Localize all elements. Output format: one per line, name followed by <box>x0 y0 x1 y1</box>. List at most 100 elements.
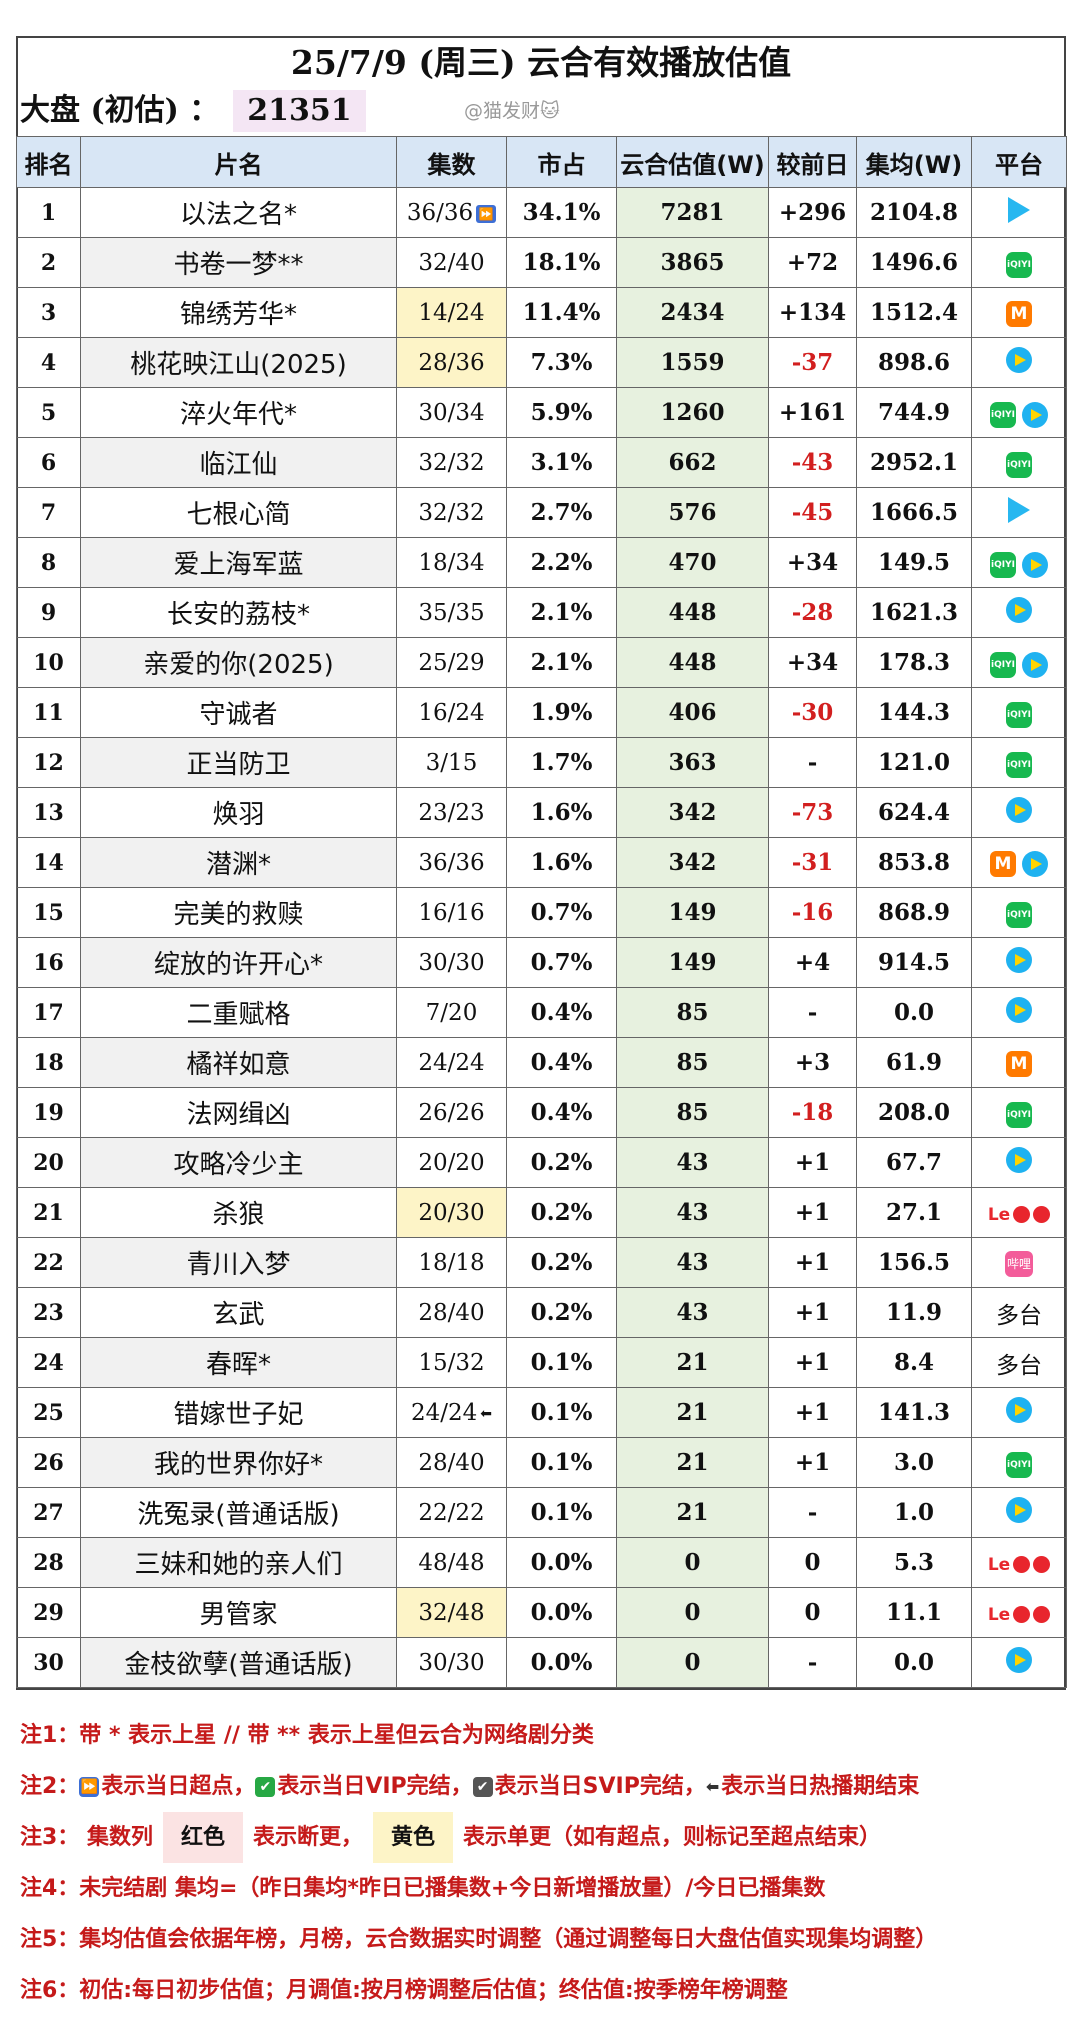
episodes-cell: 20/20 <box>396 1137 507 1188</box>
multi-platform-label: 多台 <box>996 1352 1042 1379</box>
platform-cell: 哔哩 <box>971 1237 1067 1288</box>
platform-cell: iQIYI <box>971 437 1067 488</box>
youku-icon <box>1022 652 1048 678</box>
title-cell: 完美的救赎 <box>80 887 397 938</box>
platform-icons: Le <box>988 1555 1051 1575</box>
share-cell: 1.7% <box>506 737 617 788</box>
rank-cell: 9 <box>16 587 81 638</box>
platform-cell: Le <box>971 1587 1067 1638</box>
platform-cell: Le <box>971 1537 1067 1588</box>
title-cell: 杀狼 <box>80 1187 397 1238</box>
episode-average-cell: 61.9 <box>856 1037 972 1088</box>
watermark: @猫发财🐱 <box>464 100 560 122</box>
share-cell: 0.4% <box>506 987 617 1038</box>
episode-average-cell: 1496.6 <box>856 237 972 288</box>
episodes-cell: 28/40 <box>396 1287 507 1338</box>
platform-cell <box>971 987 1067 1038</box>
share-cell: 1.6% <box>506 787 617 838</box>
table-row: 20 攻略冷少主 20/20 0.2% 43 +1 67.7 <box>16 1137 1067 1188</box>
table-row: 14 潜渊* 36/36 1.6% 342 -31 853.8 M <box>16 837 1067 888</box>
rank-cell: 22 <box>16 1237 81 1288</box>
iqiyi-icon: iQIYI <box>990 652 1016 678</box>
episodes-cell: 36/36 ⏩ <box>396 187 507 238</box>
episode-average-cell: 0.0 <box>856 987 972 1038</box>
episode-average-cell: 8.4 <box>856 1337 972 1388</box>
platform-icons <box>1006 796 1032 823</box>
platform-dot-icon <box>1033 1606 1051 1623</box>
episode-average-cell: 156.5 <box>856 1237 972 1288</box>
rank-cell: 17 <box>16 987 81 1038</box>
title-cell: 以法之名* <box>80 187 397 238</box>
table-row: 5 淬火年代* 30/34 5.9% 1260 +161 744.9 iQIYI <box>16 387 1067 438</box>
table-row: 30 金枝欲孽(普通话版) 30/30 0.0% 0-0.0 <box>16 1637 1067 1688</box>
platform-cell <box>971 1387 1067 1438</box>
table-row: 15 完美的救赎 16/16 0.7% 149 -16 868.9 iQIYI <box>16 887 1067 938</box>
episode-average-cell: 868.9 <box>856 887 972 938</box>
estimate-cell: 85 <box>616 1037 769 1088</box>
title-cell: 玄武 <box>80 1287 397 1338</box>
youku-icon <box>1006 596 1032 623</box>
share-cell: 0.1% <box>506 1387 617 1438</box>
share-cell: 0.2% <box>506 1287 617 1338</box>
mango-tv-icon: M <box>1006 1050 1032 1077</box>
rank-cell: 6 <box>16 437 81 488</box>
episode-average-cell: 1.0 <box>856 1487 972 1538</box>
episodes-cell: 16/16 <box>396 887 507 938</box>
title-cell: 爱上海军蓝 <box>80 537 397 588</box>
platform-cell <box>971 1137 1067 1188</box>
platform-cell: 多台 <box>971 1287 1067 1338</box>
share-cell: 3.1% <box>506 437 617 488</box>
estimate-cell: 342 <box>616 787 769 838</box>
estimate-cell: 363 <box>616 737 769 788</box>
tencent-video-icon <box>1008 196 1030 223</box>
table-row: 16 绽放的许开心* 30/30 0.7% 149 +4 914.5 <box>16 937 1067 988</box>
table-row: 19 法网缉凶 26/26 0.4% 85 -18 208.0 iQIYI <box>16 1087 1067 1138</box>
platform-dot-icon <box>1033 1206 1051 1223</box>
platform-icons <box>1006 1396 1032 1423</box>
estimate-cell: 43 <box>616 1187 769 1238</box>
column-header: 平台 <box>971 136 1067 188</box>
note-3-label: 注3： 集数列 <box>20 1825 153 1850</box>
estimate-cell: 406 <box>616 687 769 738</box>
iqiyi-icon: iQIYI <box>1006 902 1032 928</box>
platform-icons: iQIYI <box>1006 1102 1032 1128</box>
rank-cell: 12 <box>16 737 81 788</box>
platform-cell: iQIYI <box>971 387 1067 438</box>
market-total-label: 大盘 (初估) ： <box>20 93 220 128</box>
youku-icon <box>1006 996 1032 1023</box>
note-1: 注1：带 * 表示上星 // 带 ** 表示上星但云合为网络剧分类 <box>20 1723 594 1748</box>
rank-cell: 11 <box>16 687 81 738</box>
note-2-d: 表示当日热播期结束 <box>721 1774 920 1799</box>
title-cell: 七根心简 <box>80 487 397 538</box>
rank-cell: 21 <box>16 1187 81 1238</box>
share-cell: 0.1% <box>506 1487 617 1538</box>
table-row: 9 长安的荔枝* 35/35 2.1% 448 -28 1621.3 <box>16 587 1067 638</box>
rank-cell: 26 <box>16 1437 81 1488</box>
platform-icons: M <box>990 850 1048 877</box>
youku-icon <box>1022 402 1048 428</box>
episodes-cell: 36/36 <box>396 837 507 888</box>
share-cell: 2.7% <box>506 487 617 538</box>
estimate-cell: 1260 <box>616 387 769 438</box>
platform-dot-icon <box>1033 1556 1051 1573</box>
superpoint-icon: ⏩ <box>79 1777 100 1797</box>
youku-icon <box>1006 1496 1032 1523</box>
note-3-mid: 表示断更， <box>252 1825 363 1850</box>
change-cell: +134 <box>768 287 857 338</box>
share-cell: 18.1% <box>506 237 617 288</box>
platform-icons <box>1006 996 1032 1023</box>
rank-cell: 16 <box>16 937 81 988</box>
rank-cell: 15 <box>16 887 81 938</box>
platform-cell <box>971 1637 1067 1688</box>
change-cell: +1 <box>768 1437 857 1488</box>
platform-icons: iQIYI <box>1006 1452 1032 1478</box>
table-row: 17 二重赋格 7/20 0.4% 85-0.0 <box>16 987 1067 1038</box>
episodes-cell: 22/22 <box>396 1487 507 1538</box>
title-cell: 桃花映江山(2025) <box>80 337 397 388</box>
platform-cell <box>971 1487 1067 1538</box>
change-cell: +296 <box>768 187 857 238</box>
platform-cell <box>971 937 1067 988</box>
estimate-cell: 3865 <box>616 237 769 288</box>
platform-dot-icon <box>1013 1556 1031 1573</box>
title-cell: 洗冤录(普通话版) <box>80 1487 397 1538</box>
